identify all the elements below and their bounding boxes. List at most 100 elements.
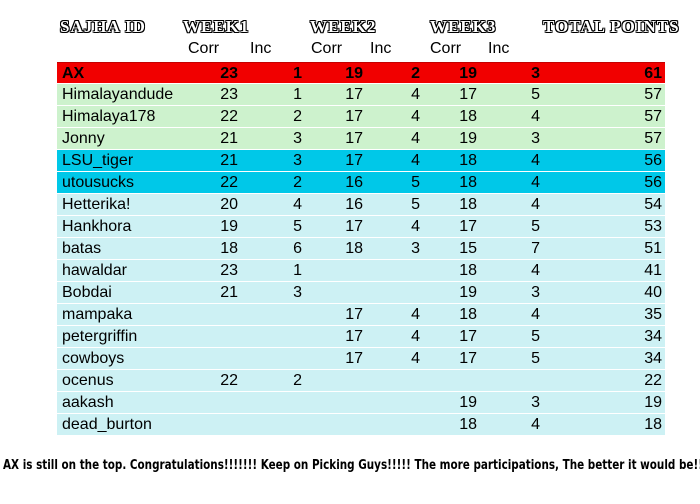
table-row: Himalaya178 22 2 17 4 18 4 57 <box>57 106 665 128</box>
week1-corr-cell <box>185 348 246 369</box>
week3-corr-cell: 18 <box>459 416 477 433</box>
total-points-cell: 19 <box>644 394 662 411</box>
week2-corr-cell: 17 <box>345 328 363 345</box>
week3-corr-cell: 19 <box>459 65 477 82</box>
week2-inc-cell <box>371 392 428 413</box>
column-header-week2: WEEK2 <box>310 17 377 36</box>
week1-inc-cell: 3 <box>293 284 302 301</box>
player-id-cell: dead_burton <box>62 416 152 433</box>
week1-inc-cell: 2 <box>293 372 302 389</box>
week3-inc-cell: 4 <box>531 108 540 125</box>
week3-inc-cell: 3 <box>531 130 540 147</box>
week3-corr-cell: 18 <box>459 306 477 323</box>
week2-corr-cell <box>310 414 371 435</box>
week1-inc-cell: 4 <box>293 196 302 213</box>
week1-inc-cell: 5 <box>293 218 302 235</box>
table-row: Hankhora 19 5 17 4 17 5 53 <box>57 216 665 238</box>
week1-corr-cell: 19 <box>220 218 238 235</box>
player-id-cell: Jonny <box>62 130 105 147</box>
week1-inc-cell: 6 <box>293 240 302 257</box>
player-id-cell: AX <box>62 65 85 82</box>
week3-corr-cell: 17 <box>459 350 477 367</box>
player-id-cell: cowboys <box>62 350 125 367</box>
week2-corr-cell: 17 <box>345 306 363 323</box>
week2-corr-cell <box>310 392 371 413</box>
total-points-cell: 56 <box>644 174 662 191</box>
week2-inc-cell: 4 <box>411 86 420 103</box>
total-points-cell: 18 <box>644 416 662 433</box>
total-points-cell: 57 <box>644 130 662 147</box>
week1-inc-cell: 2 <box>293 174 302 191</box>
player-id-cell: Bobdai <box>62 284 112 301</box>
week3-inc-cell: 4 <box>531 306 540 323</box>
week2-corr-cell: 17 <box>345 152 363 169</box>
table-row: batas 18 6 18 3 15 7 51 <box>57 238 665 260</box>
week1-corr-cell: 22 <box>220 174 238 191</box>
week2-corr-cell: 16 <box>345 196 363 213</box>
week1-corr-cell <box>185 304 246 325</box>
week3-corr-cell: 19 <box>459 284 477 301</box>
week2-inc-cell <box>371 414 428 435</box>
week2-corr-cell: 17 <box>345 108 363 125</box>
week1-inc-cell: 2 <box>293 108 302 125</box>
total-points-cell: 57 <box>644 86 662 103</box>
week1-corr-cell: 20 <box>220 196 238 213</box>
week1-inc-cell <box>246 326 310 347</box>
week2-corr-cell: 17 <box>345 86 363 103</box>
column-header-week3: WEEK3 <box>430 17 497 36</box>
total-points-cell: 35 <box>644 306 662 323</box>
week2-corr-cell <box>310 370 371 391</box>
table-row: aakash 19 3 19 <box>57 392 665 414</box>
total-points-cell: 34 <box>644 350 662 367</box>
week1-inc-cell: 3 <box>293 152 302 169</box>
week3-inc-cell: 4 <box>531 416 540 433</box>
week3-inc-cell: 4 <box>531 196 540 213</box>
week2-corr-cell: 17 <box>345 350 363 367</box>
player-id-cell: Himalayandude <box>62 86 174 103</box>
column-header-sajha-id: SAJHA ID <box>60 17 146 36</box>
player-id-cell: Himalaya178 <box>62 108 156 125</box>
week3-corr-cell: 18 <box>459 262 477 279</box>
week2-corr-cell: 18 <box>345 240 363 257</box>
table-row: Jonny 21 3 17 4 19 3 57 <box>57 128 665 150</box>
week2-inc-cell: 4 <box>411 108 420 125</box>
week2-corr-cell <box>310 260 371 281</box>
week3-corr-cell: 15 <box>459 240 477 257</box>
week3-corr-cell: 17 <box>459 86 477 103</box>
week3-corr-cell: 18 <box>459 196 477 213</box>
week3-inc-cell: 4 <box>531 152 540 169</box>
player-id-cell: batas <box>62 240 102 257</box>
week3-inc-cell: 3 <box>531 284 540 301</box>
week1-inc-cell <box>246 414 310 435</box>
week3-inc-cell: 5 <box>531 86 540 103</box>
week1-inc-cell: 1 <box>293 86 302 103</box>
total-points-cell: 53 <box>644 218 662 235</box>
leaderboard-table: AX 23 1 19 2 19 3 61 Himalayandude 23 1 … <box>57 62 665 436</box>
week3-corr-cell: 19 <box>459 130 477 147</box>
week3-inc-cell: 5 <box>531 350 540 367</box>
table-row: utousucks 22 2 16 5 18 4 56 <box>57 172 665 194</box>
footer-congratulations-note: AX is still on the top. Congratulations!… <box>3 458 700 473</box>
week1-corr-cell: 23 <box>220 65 238 82</box>
week3-inc-cell: 5 <box>531 218 540 235</box>
total-points-cell: 40 <box>644 284 662 301</box>
week1-inc-cell: 3 <box>293 130 302 147</box>
week3-inc-cell: 4 <box>531 262 540 279</box>
week2-inc-cell <box>371 282 428 303</box>
table-row: cowboys 17 4 17 5 34 <box>57 348 665 370</box>
player-id-cell: utousucks <box>62 174 135 191</box>
subheader-week3-corr: Corr <box>430 40 462 57</box>
week3-corr-cell: 18 <box>459 174 477 191</box>
table-row: hawaldar 23 1 18 4 41 <box>57 260 665 282</box>
player-id-cell: Hetterika! <box>62 196 131 213</box>
week2-corr-cell: 17 <box>345 130 363 147</box>
total-points-cell: 57 <box>644 108 662 125</box>
week1-corr-cell: 21 <box>220 284 238 301</box>
week1-corr-cell: 23 <box>220 262 238 279</box>
week2-inc-cell <box>371 370 428 391</box>
week3-inc-cell: 7 <box>531 240 540 257</box>
player-id-cell: aakash <box>62 394 114 411</box>
week3-inc-cell: 5 <box>531 328 540 345</box>
week3-inc-cell: 3 <box>531 394 540 411</box>
total-points-cell: 61 <box>644 65 662 82</box>
